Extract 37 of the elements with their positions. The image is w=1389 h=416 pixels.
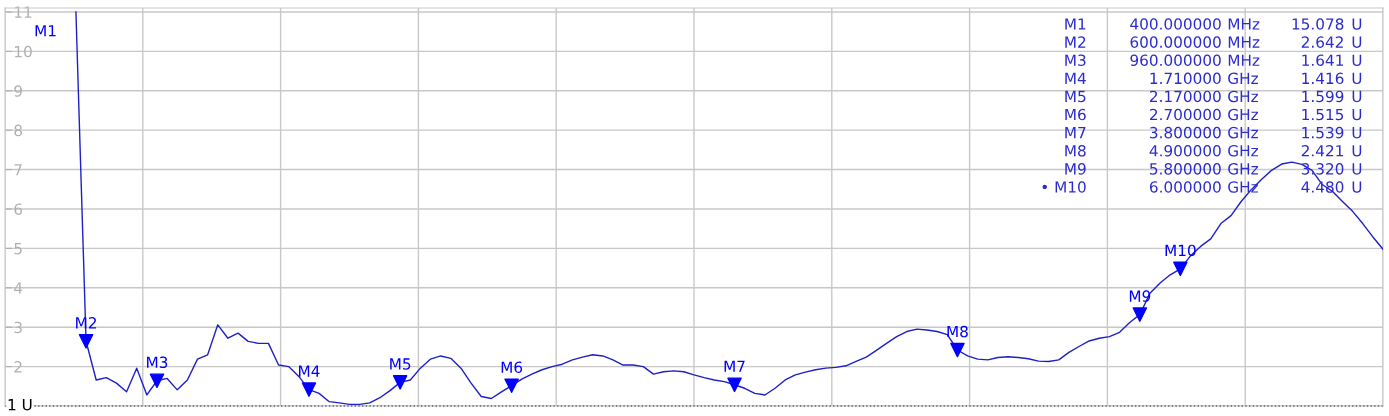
text: M3 960.000000 MHz 1.641 U bbox=[1065, 54, 1362, 66]
data-label: M6 bbox=[501, 361, 523, 374]
line-series bbox=[75, 11, 1383, 406]
point bbox=[78, 334, 94, 349]
y-tick-label: 10 bbox=[15, 45, 32, 58]
point bbox=[301, 382, 317, 397]
y-tick-label: 4 bbox=[14, 282, 23, 294]
point bbox=[392, 375, 408, 390]
text: M8 4.900000 GHz 2.421 U bbox=[1065, 144, 1362, 157]
point bbox=[727, 377, 742, 393]
data-label: M7 bbox=[724, 360, 745, 372]
y-tick-label: 9 bbox=[14, 85, 22, 97]
point bbox=[149, 373, 165, 389]
text: M4 1.710000 GHz 1.416 U bbox=[1065, 72, 1362, 85]
text: M2 600.000000 MHz 2.642 U bbox=[1065, 36, 1362, 48]
y-tick-label: 2 bbox=[14, 361, 22, 373]
point bbox=[1132, 307, 1148, 322]
text: M6 2.700000 GHz 1.515 U bbox=[1065, 108, 1362, 121]
point bbox=[950, 342, 965, 358]
y-tick-label: 7 bbox=[14, 164, 22, 176]
text: M1 400.000000 MHz 15.078 U bbox=[1065, 18, 1362, 30]
data-label: M3 bbox=[147, 356, 168, 369]
data-label: M10 bbox=[1165, 244, 1196, 257]
text: M5 2.170000 GHz 1.599 U bbox=[1065, 90, 1362, 103]
text: M7 3.800000 GHz 1.539 U bbox=[1065, 126, 1362, 139]
point bbox=[1173, 261, 1188, 277]
data-label: M4 bbox=[299, 365, 320, 377]
y-tick-label: 8 bbox=[14, 124, 23, 137]
y-tick-label: 11 bbox=[15, 6, 32, 18]
data-label: M5 bbox=[390, 358, 411, 370]
data-label: M8 bbox=[947, 325, 968, 338]
y-tick-label: 5 bbox=[14, 243, 22, 255]
y-tick-label: 3 bbox=[14, 321, 22, 334]
ref-line-label: 1 U bbox=[8, 399, 32, 411]
text: M1 bbox=[35, 25, 56, 37]
point bbox=[504, 378, 519, 393]
y-tick-label: 6 bbox=[14, 203, 23, 215]
